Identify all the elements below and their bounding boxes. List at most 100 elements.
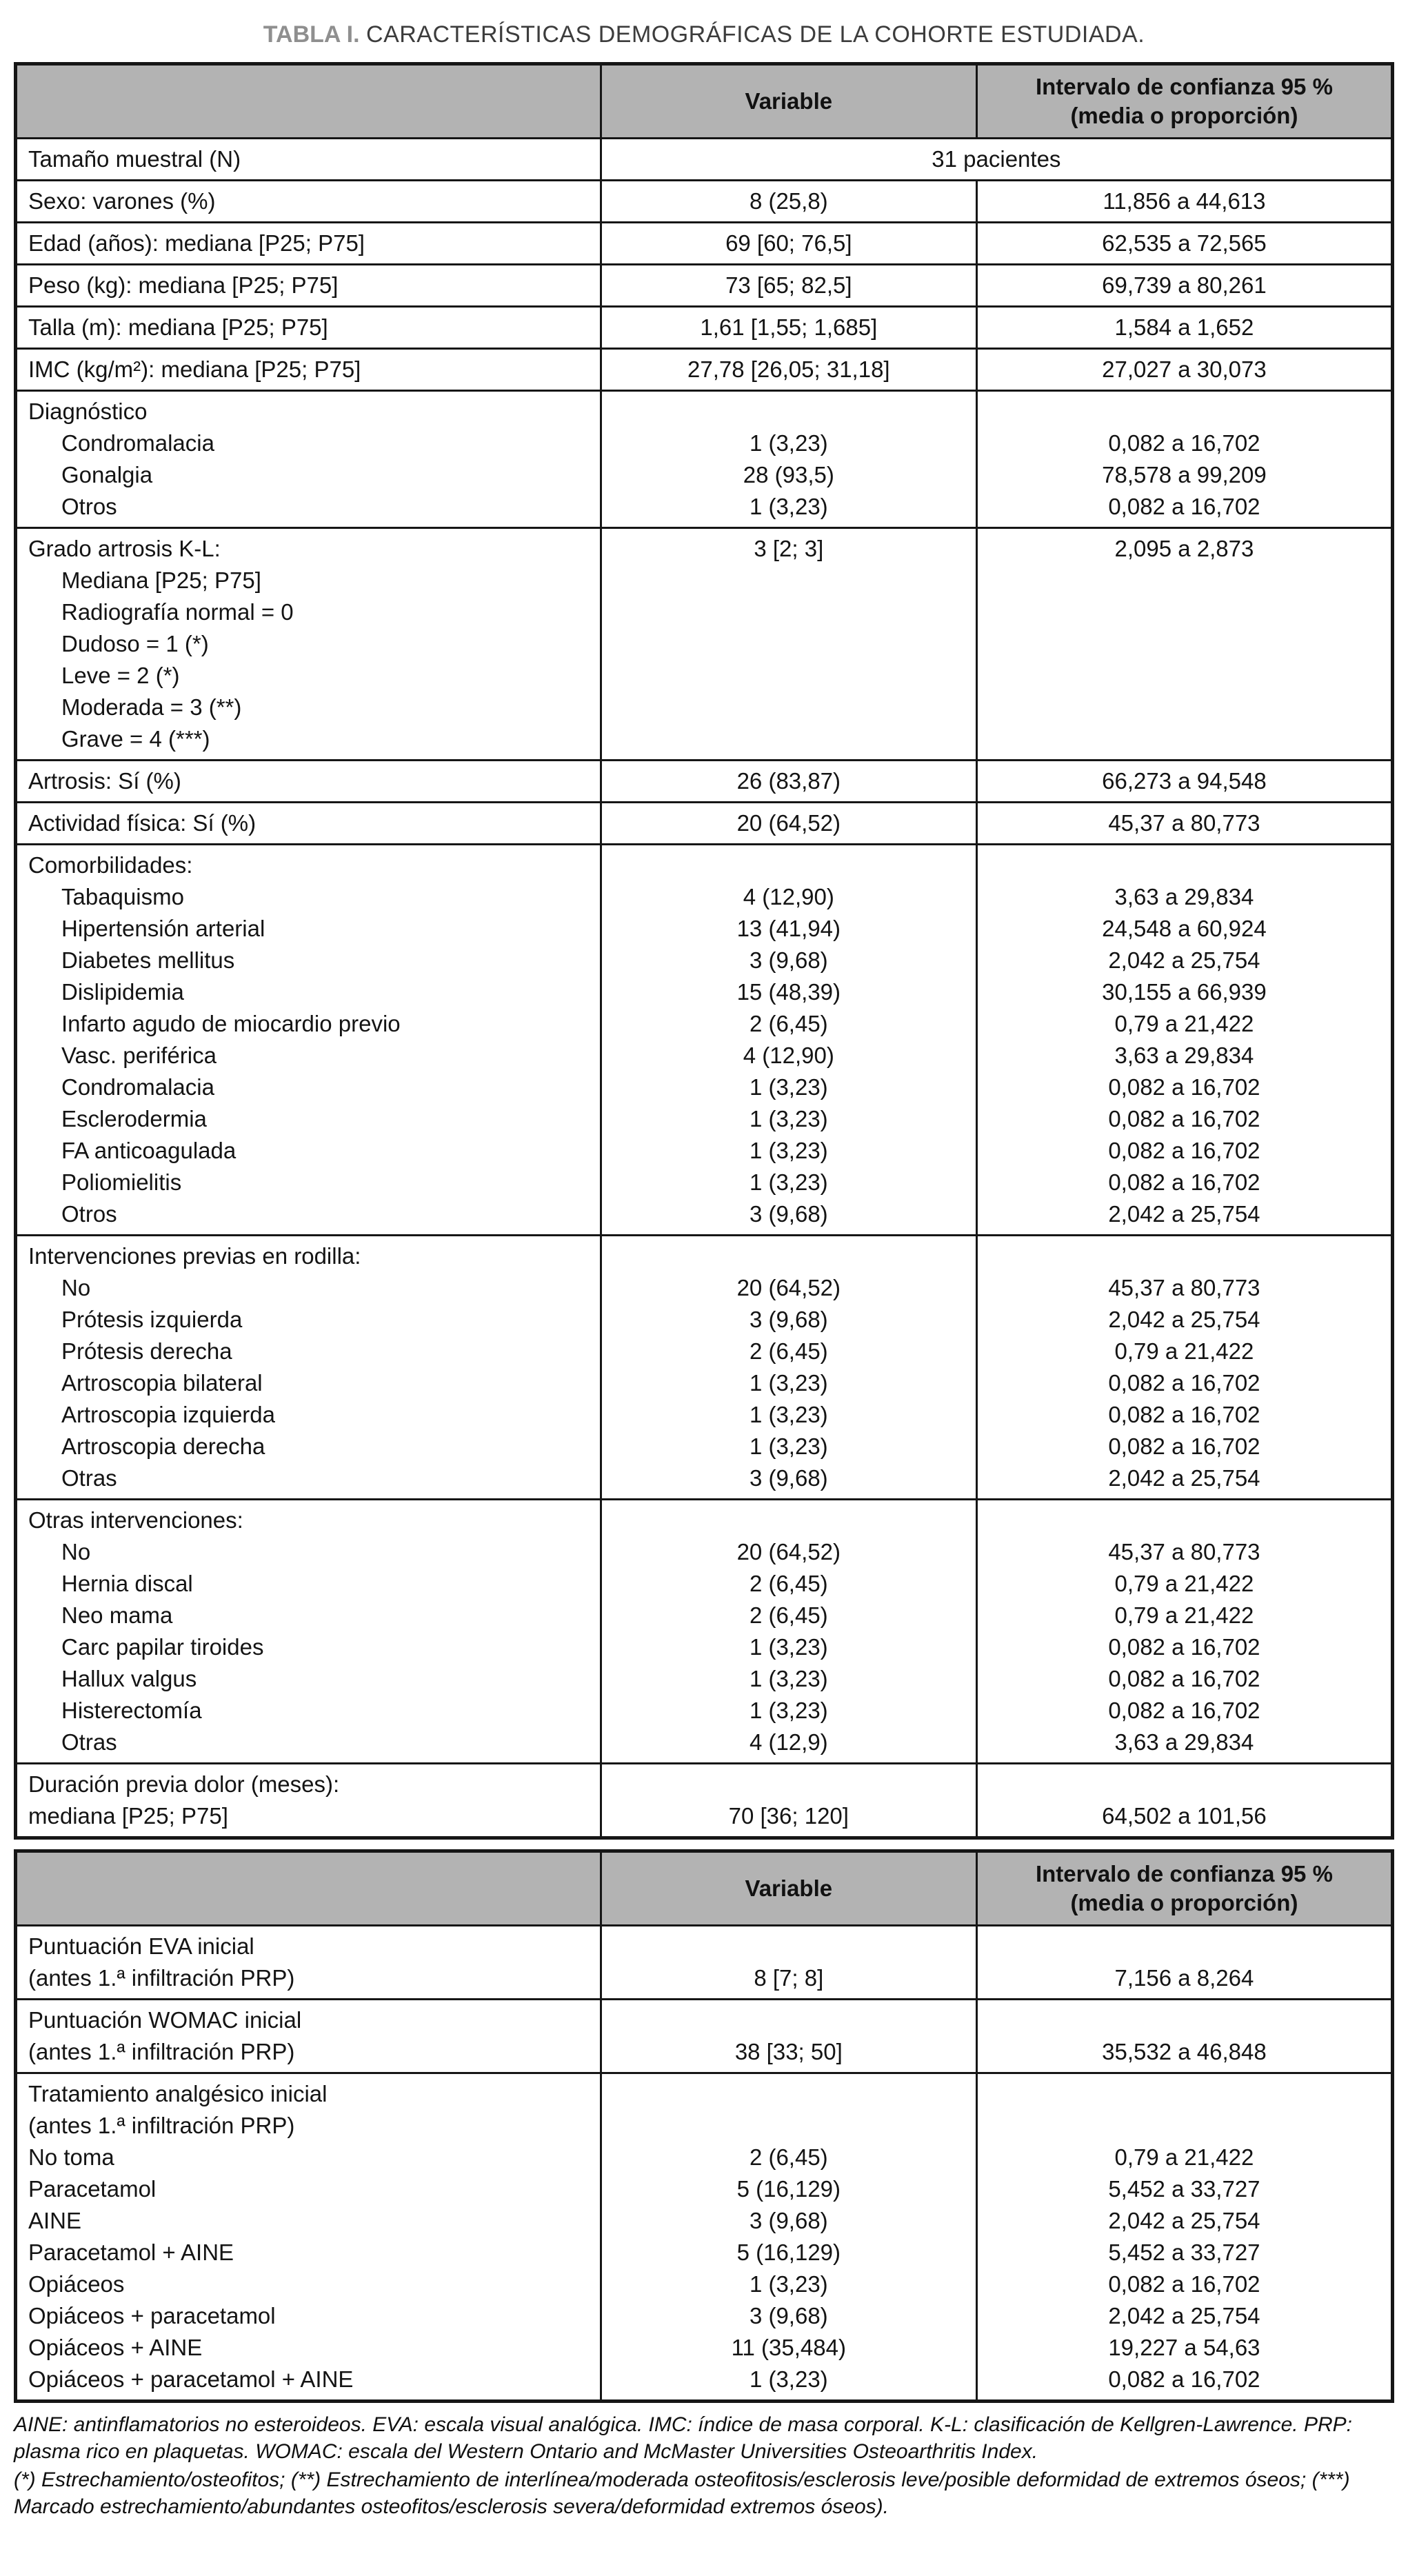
cell-line: mediana [P25; P75] bbox=[28, 1803, 228, 1829]
header-ci-cell: Intervalo de confianza 95 % (media o pro… bbox=[975, 1850, 1394, 1926]
row-label-cell: Edad (años): mediana [P25; P75] bbox=[14, 221, 602, 265]
cell-line: Artroscopia izquierda bbox=[61, 1402, 275, 1427]
cell-line bbox=[609, 692, 969, 723]
cell-line: 66,273 a 94,548 bbox=[1102, 768, 1267, 794]
table-row: Sexo: varones (%) 8 (25,8) 11,856 a 44,613 bbox=[14, 179, 1394, 223]
cell-line: 3,63 a 29,834 bbox=[1114, 1729, 1254, 1755]
table-row: Otras intervenciones: No Hernia discal Neo … bbox=[14, 1498, 1394, 1764]
cell-line: AINE bbox=[28, 2208, 82, 2233]
cell-line: 2 (6,45) bbox=[749, 1011, 828, 1036]
cell-line: Opiáceos + paracetamol + AINE bbox=[28, 2366, 354, 2392]
cell-line: 2 (6,45) bbox=[749, 1571, 828, 1596]
cell-line: No toma bbox=[28, 2144, 114, 2170]
table-row: Puntuación EVA inicial (antes 1.ª infiltr… bbox=[14, 1924, 1394, 2000]
cell-line: 8 (25,8) bbox=[749, 188, 828, 214]
header-ci-line2: (media o proporción) bbox=[1070, 103, 1298, 128]
cell-line: Tamaño muestral (N) bbox=[28, 146, 241, 172]
cell-line: 27,027 a 30,073 bbox=[1102, 356, 1267, 382]
table-row: Artrosis: Sí (%) 26 (83,87) 66,273 a 94,54… bbox=[14, 759, 1394, 803]
cell-line bbox=[609, 2110, 969, 2142]
cell-line bbox=[609, 1931, 969, 1962]
ci-cell: 0,082 a 16,702 78,578 a 99,209 0,082 a 16,… bbox=[975, 390, 1394, 529]
cell-line: 5 (16,129) bbox=[736, 2240, 841, 2265]
row-label-cell: Tratamiento analgésico inicial (antes 1.ª… bbox=[14, 2072, 602, 2402]
cell-line: 0,082 a 16,702 bbox=[1108, 2271, 1260, 2297]
cell-line: 1 (3,23) bbox=[749, 2271, 828, 2297]
cell-line: 1 (3,23) bbox=[749, 494, 828, 519]
cell-line: Hipertensión arterial bbox=[61, 916, 265, 941]
cell-line: Sexo: varones (%) bbox=[28, 188, 216, 214]
cell-line: 0,082 a 16,702 bbox=[1108, 1169, 1260, 1195]
cell-line: Tabaquismo bbox=[61, 884, 184, 909]
ci-cell: 45,37 a 80,773 2,042 a 25,754 0,79 a 21,42… bbox=[975, 1234, 1394, 1500]
cell-line: Histerectomía bbox=[61, 1698, 202, 1723]
cell-line: 0,79 a 21,422 bbox=[1114, 1338, 1254, 1364]
cell-line: 1 (3,23) bbox=[749, 1698, 828, 1723]
cell-line: 1 (3,23) bbox=[749, 430, 828, 456]
cell-line: 0,082 a 16,702 bbox=[1108, 1402, 1260, 1427]
variable-cell: 1,61 [1,55; 1,685] bbox=[599, 305, 978, 350]
variable-cell: 20 (64,52) 3 (9,68) 2 (6,45) 1 (3,23) 1 (3,2… bbox=[599, 1234, 978, 1500]
cell-line: 0,79 a 21,422 bbox=[1114, 1571, 1254, 1596]
cell-line: 0,082 a 16,702 bbox=[1108, 1634, 1260, 1660]
cell-line: 2 (6,45) bbox=[749, 1338, 828, 1364]
demographics-table-body: Tamaño muestral (N) 31 pacientes Sexo: var… bbox=[14, 137, 1394, 1839]
cell-line: IMC (kg/m²): mediana [P25; P75] bbox=[28, 356, 361, 382]
cell-line: 2 (6,45) bbox=[749, 2144, 828, 2170]
ci-cell: 7,156 a 8,264 bbox=[975, 1924, 1394, 2000]
cell-line: Puntuación WOMAC inicial bbox=[28, 2007, 302, 2033]
cell-line: Actividad física: Sí (%) bbox=[28, 810, 257, 836]
cell-line: 8 [7; 8] bbox=[754, 1965, 824, 1991]
row-label-cell: Puntuación EVA inicial (antes 1.ª infiltr… bbox=[14, 1924, 602, 2000]
cell-line bbox=[609, 660, 969, 692]
cell-line: 3 (9,68) bbox=[749, 1465, 828, 1491]
cell-line: Mediana [P25; P75] bbox=[61, 567, 261, 593]
cell-line: 5,452 a 33,727 bbox=[1108, 2240, 1260, 2265]
header-empty-cell bbox=[14, 1850, 602, 1926]
cell-line: 0,082 a 16,702 bbox=[1108, 1106, 1260, 1131]
cell-line: 2,042 a 25,754 bbox=[1108, 947, 1260, 973]
span-value-cell: 31 pacientes bbox=[599, 137, 1394, 181]
table-row: Edad (años): mediana [P25; P75] 69 [60; 7… bbox=[14, 221, 1394, 265]
header-variable-cell: Variable bbox=[599, 63, 978, 139]
cell-line: 5,452 a 33,727 bbox=[1108, 2176, 1260, 2202]
cell-line bbox=[609, 565, 969, 596]
cell-line: 2,042 a 25,754 bbox=[1108, 1307, 1260, 1332]
cell-line: Gonalgia bbox=[61, 462, 153, 487]
variable-cell: 8 [7; 8] bbox=[599, 1924, 978, 2000]
header-variable-label: Variable bbox=[745, 1875, 833, 1901]
cell-line bbox=[985, 1240, 1384, 1272]
ci-cell: 27,027 a 30,073 bbox=[975, 348, 1394, 392]
footnote-asterisks: (*) Estrechamiento/osteofitos; (**) Estr… bbox=[14, 2468, 1350, 2518]
cell-line: Dislipidemia bbox=[61, 979, 184, 1005]
cell-line: 3 (9,68) bbox=[749, 2208, 828, 2233]
cell-line: 2,042 a 25,754 bbox=[1108, 1201, 1260, 1227]
cell-line bbox=[985, 596, 1384, 628]
cell-line bbox=[985, 628, 1384, 660]
cell-line: 69,739 a 80,261 bbox=[1102, 272, 1267, 298]
cell-line bbox=[985, 1505, 1384, 1536]
cell-line: 70 [36; 120] bbox=[728, 1803, 849, 1829]
cell-line: 64,502 a 101,56 bbox=[1102, 1803, 1267, 1829]
cell-line: No bbox=[61, 1275, 91, 1300]
cell-line: Talla (m): mediana [P25; P75] bbox=[28, 314, 328, 340]
row-label-cell: Intervenciones previas en rodilla: No Prót… bbox=[14, 1234, 602, 1500]
cell-line: Vasc. periférica bbox=[61, 1043, 217, 1068]
row-label-cell: Sexo: varones (%) bbox=[14, 179, 602, 223]
cell-line: 38 [33; 50] bbox=[734, 2039, 843, 2064]
cell-line: 19,227 a 54,63 bbox=[1108, 2335, 1260, 2360]
cell-line: Paracetamol bbox=[28, 2176, 157, 2202]
cell-line: Leve = 2 (*) bbox=[61, 663, 180, 688]
cell-line: (antes 1.ª infiltración PRP) bbox=[28, 2039, 295, 2064]
variable-cell: 26 (83,87) bbox=[599, 759, 978, 803]
cell-line: 1,584 a 1,652 bbox=[1114, 314, 1254, 340]
cell-line: Intervenciones previas en rodilla: bbox=[28, 1243, 361, 1269]
cell-line: Esclerodermia bbox=[61, 1106, 207, 1131]
cell-line: 3,63 a 29,834 bbox=[1114, 884, 1254, 909]
row-label-cell: Otras intervenciones: No Hernia discal Neo … bbox=[14, 1498, 602, 1764]
cell-line: Opiáceos bbox=[28, 2271, 125, 2297]
cell-line: 3 (9,68) bbox=[749, 1307, 828, 1332]
cell-line: Prótesis izquierda bbox=[61, 1307, 243, 1332]
ci-cell: 62,535 a 72,565 bbox=[975, 221, 1394, 265]
cell-line bbox=[985, 2110, 1384, 2142]
